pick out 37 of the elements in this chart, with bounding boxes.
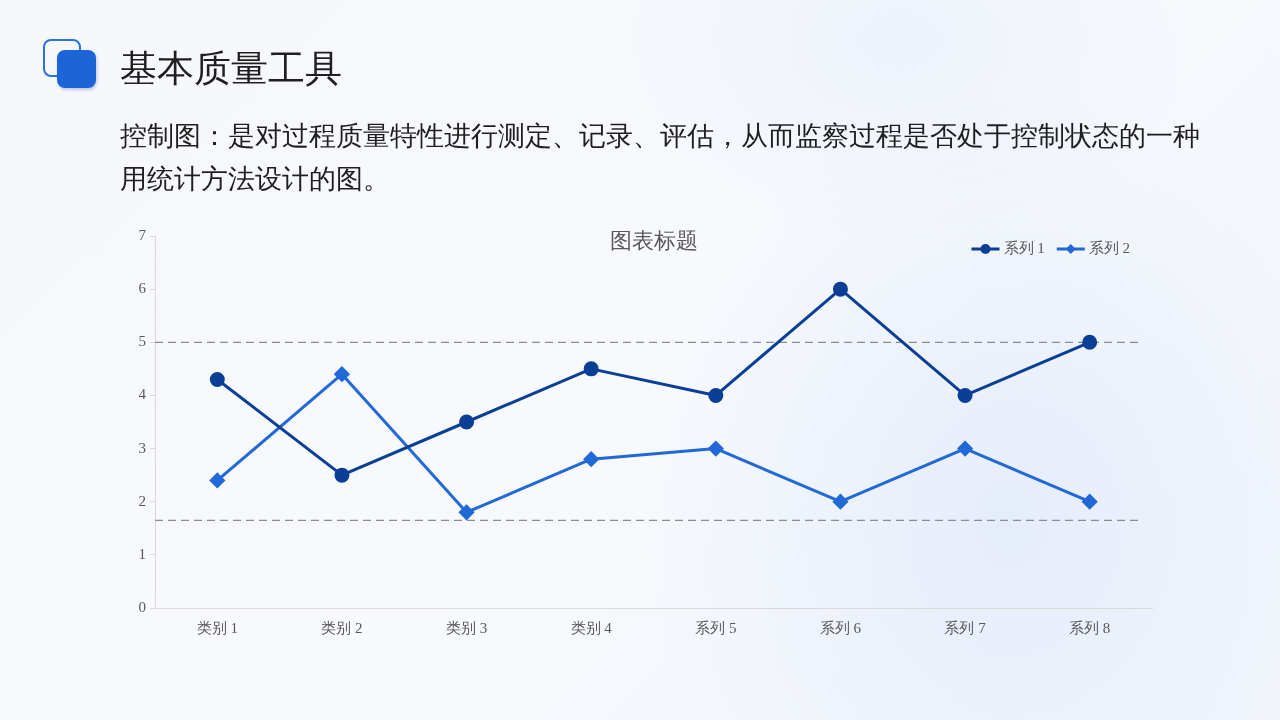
- legend-label: 系列 2: [1088, 239, 1130, 256]
- y-tick-label: 3: [138, 439, 146, 456]
- y-tick-label: 2: [138, 492, 146, 509]
- y-tick-label: 6: [138, 280, 147, 297]
- point: [209, 371, 225, 387]
- y-tick-label: 7: [138, 226, 147, 243]
- point: [334, 467, 350, 483]
- point: [708, 441, 724, 457]
- text: 控制图：是对过程质量特性进行测定、记录、评估，从而监察过程是否处于控制状态的一种用统计方法设计的图。: [120, 119, 1201, 196]
- y-tick-label: 1: [138, 545, 146, 562]
- y-tick-label: 4: [138, 386, 147, 403]
- x-tick-label: 系列 6: [819, 619, 862, 636]
- point: [583, 361, 599, 377]
- point: [459, 414, 475, 430]
- point: [1082, 334, 1098, 350]
- y-tick-label: 0: [138, 598, 146, 615]
- point: [583, 451, 599, 467]
- point: [209, 472, 225, 488]
- x-tick-label: 类别 2: [321, 619, 363, 636]
- point: [832, 281, 848, 297]
- x-tick-label: 类别 4: [570, 619, 613, 636]
- point: [957, 387, 973, 403]
- point: [459, 504, 475, 520]
- point: [832, 494, 848, 510]
- x-tick-label: 系列 8: [1069, 619, 1111, 636]
- text: 基本质量工具: [120, 46, 342, 92]
- point: [334, 366, 350, 382]
- point: [957, 441, 973, 457]
- x-tick-label: 类别 3: [445, 619, 488, 636]
- x-tick-label: 类别 1: [196, 619, 238, 636]
- point: [708, 387, 724, 403]
- x-tick-label: 系列 7: [944, 619, 987, 636]
- legend-label: 系列 1: [1003, 239, 1045, 256]
- point: [1082, 494, 1098, 510]
- chart-title: 图表标题: [609, 227, 698, 253]
- y-tick-label: 5: [138, 333, 146, 350]
- x-tick-label: 系列 5: [695, 619, 737, 636]
